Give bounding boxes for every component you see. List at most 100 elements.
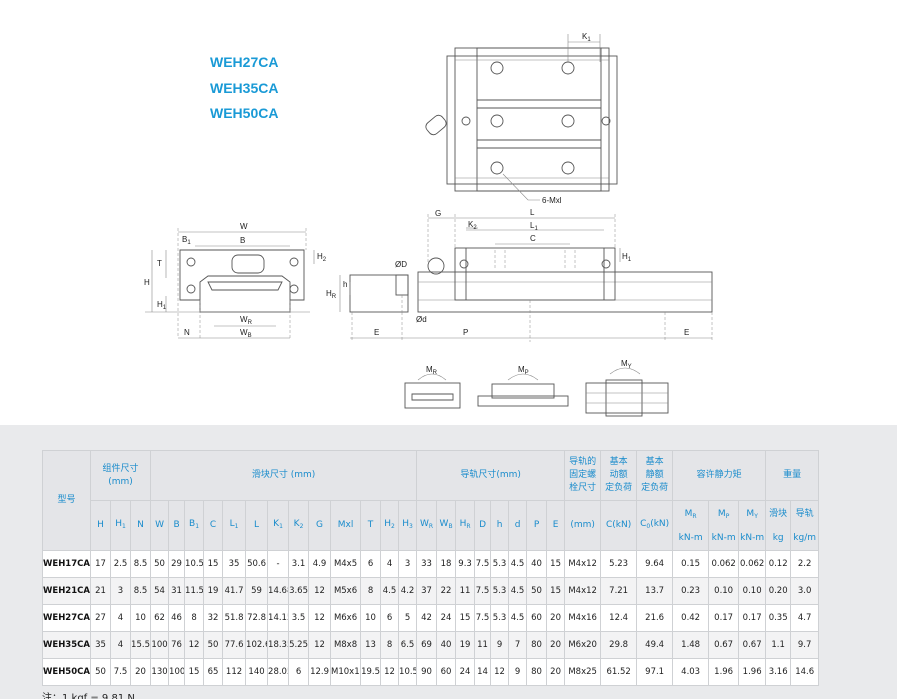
data-cell: 9.64 [636, 550, 674, 578]
data-cell: 40 [436, 631, 457, 659]
data-cell: 7 [508, 631, 528, 659]
data-cell: 31 [168, 577, 186, 605]
data-cell: 12 [380, 658, 400, 686]
technical-drawings: K1 6-Mxl G K2 L L1 C H1 ØD h HR Ød E P E… [144, 32, 713, 417]
dimension-label: 6-Mxl [542, 196, 562, 205]
dimension-label: MY [621, 359, 632, 370]
data-cell: 2.5 [110, 550, 131, 578]
data-row: WEH27CA27410624683251.872.814.153.512M6x… [42, 604, 820, 632]
data-cell: 13 [360, 631, 382, 659]
data-cell: M6x6 [330, 604, 362, 632]
header-line: H [92, 519, 110, 532]
dimension-label: K2 [468, 220, 477, 231]
data-cell: 3.0 [790, 577, 820, 605]
column-header: d [508, 500, 528, 551]
header-line: kN-m [710, 526, 738, 550]
column-header: H3 [398, 500, 418, 551]
data-cell: 19 [203, 577, 224, 605]
header-line: H1 [112, 518, 130, 533]
data-cell: 140 [245, 658, 269, 686]
data-cell: 15 [184, 658, 205, 686]
label-part: 定负荷 [605, 483, 633, 493]
data-cell: 15 [455, 604, 476, 632]
label-part: ØD [395, 260, 407, 269]
model-cell: WEH17CA [42, 550, 91, 578]
data-cell: 11.5 [184, 577, 205, 605]
label-part: 容许静力矩 [696, 470, 742, 480]
dimension-label: B1 [182, 235, 191, 246]
data-cell: 59 [245, 577, 269, 605]
data-cell: 62 [150, 604, 170, 632]
label-part: H [115, 519, 122, 529]
label-part: M [717, 508, 726, 519]
model-name: WEH50CA [210, 105, 279, 121]
data-cell: 0.20 [765, 577, 792, 605]
label-part: W [439, 519, 449, 529]
label-part: K [468, 220, 474, 229]
dimension-label: B [240, 236, 245, 245]
model-cell: WEH27CA [42, 604, 91, 632]
data-cell: 46 [168, 604, 186, 632]
data-cell: 14.68 [267, 577, 290, 605]
data-cell: 18 [436, 550, 457, 578]
label-part: 动额 [609, 470, 628, 480]
header-line: d [510, 519, 526, 532]
group-header: 导轨的 固定螺 栓尺寸 [564, 450, 602, 501]
label-part: G [316, 520, 324, 530]
data-cell: 0.67 [708, 631, 740, 659]
data-cell: M5x6 [330, 577, 362, 605]
data-cell: M6x20 [564, 631, 602, 659]
data-cell: 11 [474, 631, 492, 659]
data-cell: 13.7 [636, 577, 674, 605]
label-part: N [184, 328, 190, 337]
dimension-label: E [374, 328, 379, 337]
column-header: K2 [288, 500, 310, 551]
data-cell: 6 [360, 550, 382, 578]
data-cell: 17 [90, 550, 111, 578]
data-cell: 90 [416, 658, 438, 686]
data-cell: M4x12 [564, 577, 602, 605]
header-line: G [310, 519, 330, 532]
column-header: K1 [267, 500, 290, 551]
label-part: B [182, 235, 187, 244]
data-cell: 8 [380, 631, 400, 659]
header-line: 滑块尺寸 (mm) [152, 469, 416, 482]
data-cell: 54 [150, 577, 170, 605]
column-header: T [360, 500, 382, 551]
column-header: G [308, 500, 332, 551]
label-part: h [343, 280, 347, 289]
header-row: 型号 组件尺寸 (mm) 滑块尺寸 (mm) 导轨尺寸(mm) 导轨的 固定螺 栓尺寸 基本 动额… [42, 450, 820, 551]
data-cell: 7.5 [474, 577, 492, 605]
label-part: 基本 [609, 457, 628, 467]
group-header: 基本 动额 定负荷 [600, 450, 638, 501]
data-cell: 35 [90, 631, 111, 659]
data-cell: 0.35 [765, 604, 792, 632]
data-cell: 4.5 [508, 577, 528, 605]
label-part: 6-Mxl [542, 196, 562, 205]
header-line: L [247, 519, 267, 532]
data-cell: 0.17 [708, 604, 740, 632]
label-part: 静额 [645, 470, 664, 480]
label-part: 2 [391, 523, 395, 530]
data-cell: 0.10 [708, 577, 740, 605]
column-header: L1 [222, 500, 247, 551]
data-cell: 7.5 [110, 658, 131, 686]
label-part: Mxl [337, 520, 354, 530]
column-header: 滑块 kg [765, 500, 792, 551]
label-part: 2 [299, 523, 304, 530]
group-header: 滑块尺寸 (mm) [150, 450, 418, 501]
data-cell: 5.25 [288, 631, 310, 659]
header-line: B1 [186, 518, 203, 533]
label-part: K [273, 519, 280, 529]
label-part: H [384, 519, 391, 529]
label-part: H [326, 289, 332, 298]
label-part: 2 [323, 257, 327, 263]
header-line: 滑块 [767, 502, 790, 526]
data-cell: 51.8 [222, 604, 247, 632]
data-cell: 7.21 [600, 577, 638, 605]
header-line: L1 [224, 518, 245, 533]
data-cell: 5.23 [600, 550, 638, 578]
label-part: C [530, 234, 536, 243]
label-part: 1 [534, 226, 538, 232]
label-part: 基本 [645, 457, 664, 467]
